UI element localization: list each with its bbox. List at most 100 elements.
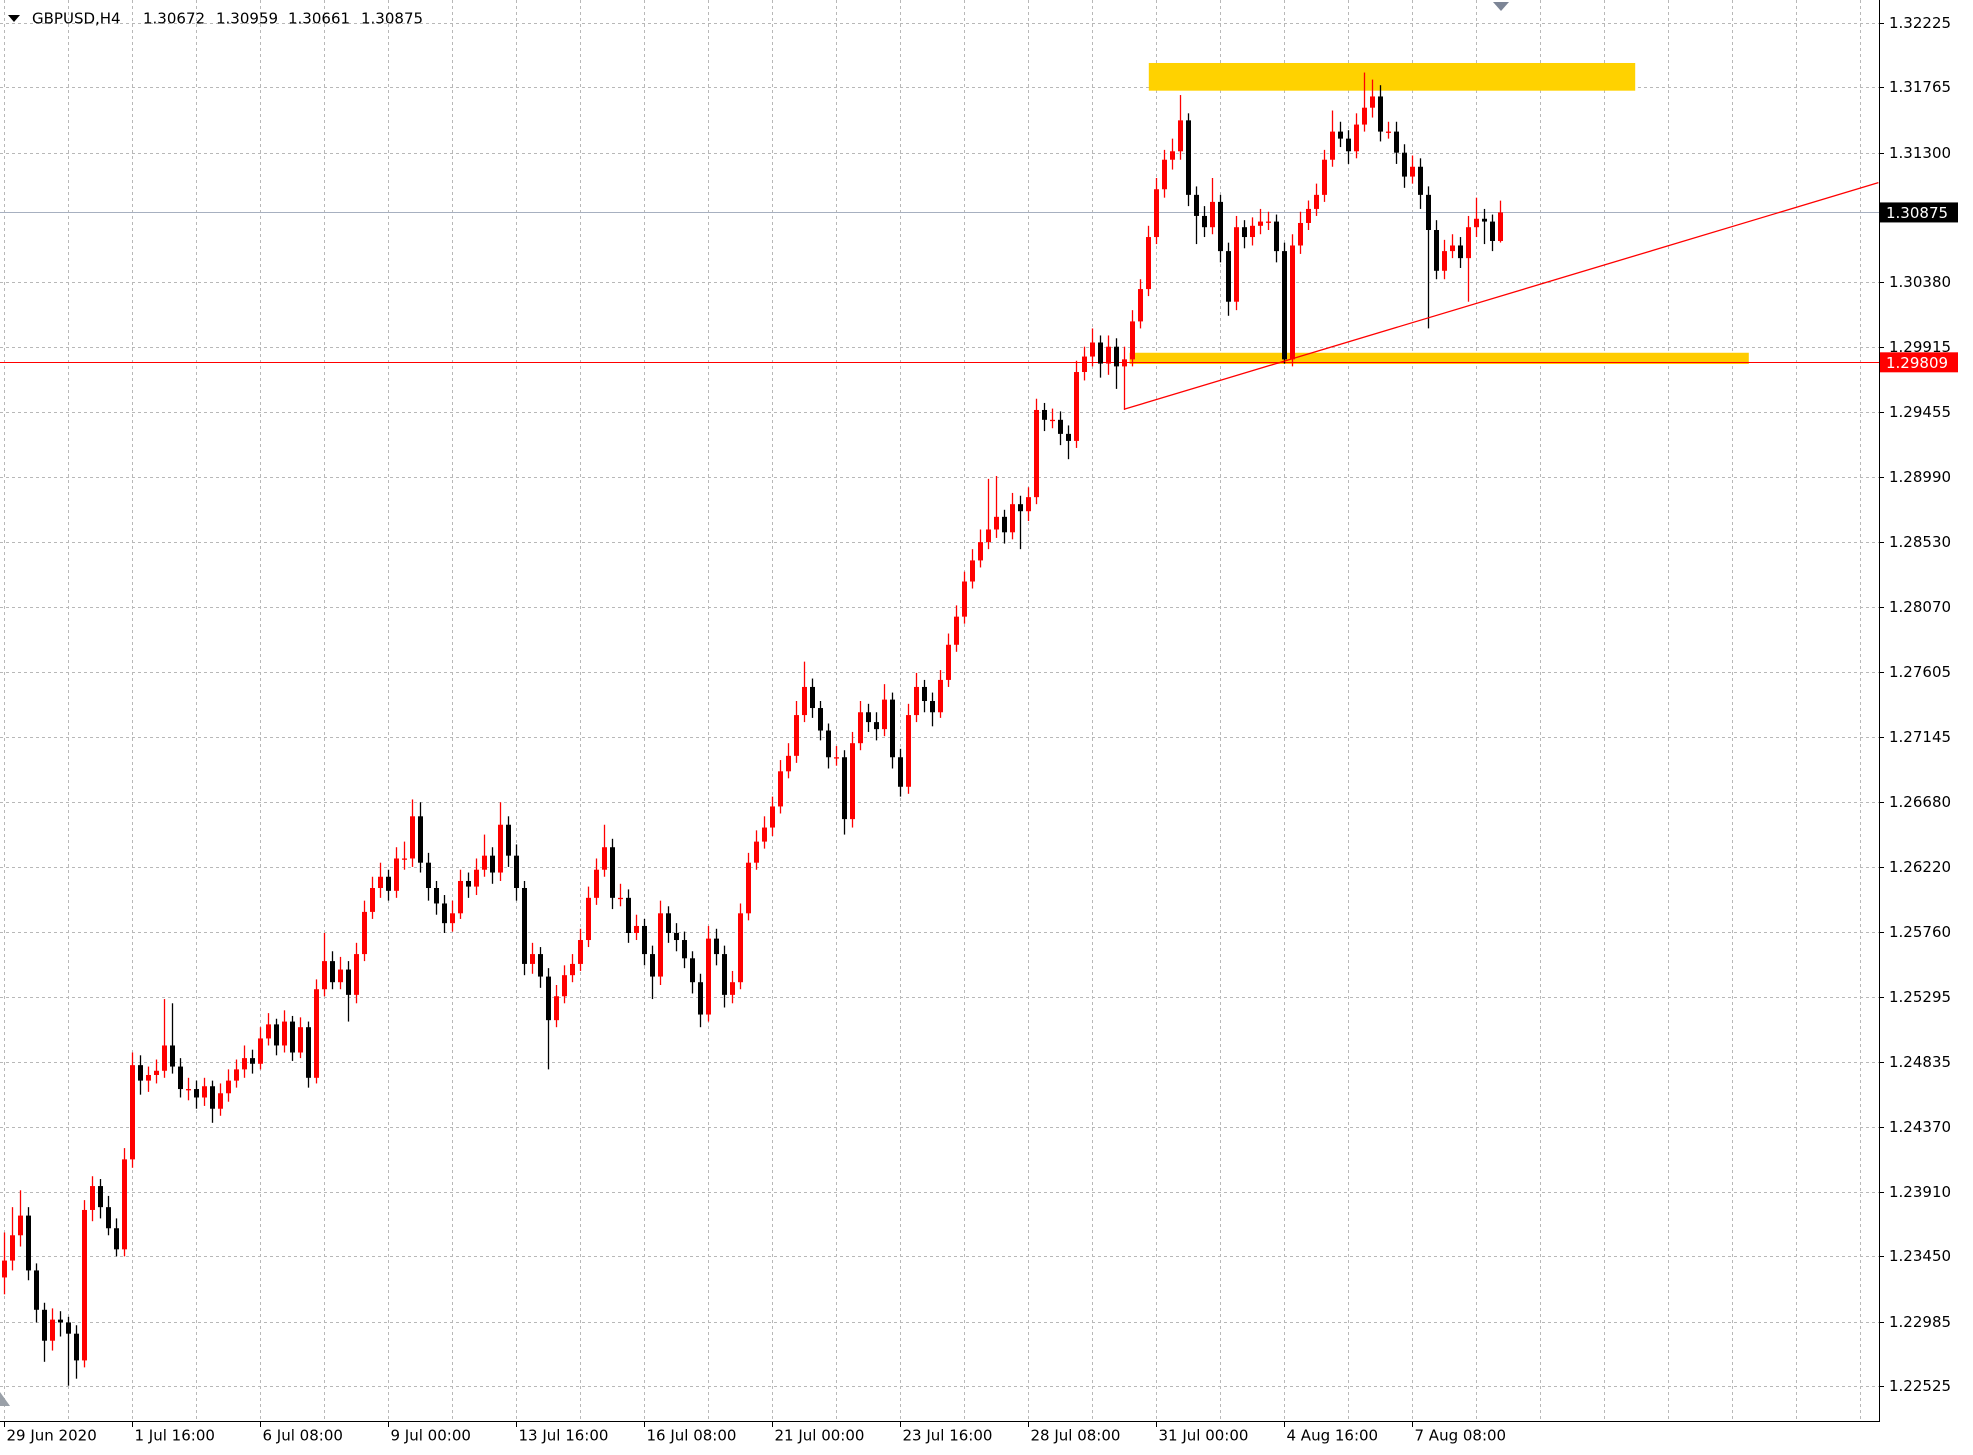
- candle-body: [754, 841, 759, 863]
- candle-body: [594, 869, 599, 898]
- candle-body: [690, 958, 695, 983]
- candle-body: [2, 1260, 7, 1278]
- candle-body: [314, 989, 319, 1078]
- y-tick-label: 1.28530: [1889, 533, 1951, 551]
- y-tick-label: 1.29455: [1889, 403, 1951, 421]
- candle-body: [1306, 208, 1311, 223]
- candle-body: [730, 982, 735, 995]
- y-tick-label: 1.23910: [1889, 1183, 1951, 1201]
- candle-body: [274, 1024, 279, 1046]
- candle-body: [482, 855, 487, 870]
- candle-body: [874, 722, 879, 730]
- candle-body: [842, 757, 847, 820]
- candle-body: [1434, 230, 1439, 271]
- menu-arrow[interactable]: [8, 15, 20, 22]
- candle-body: [1442, 251, 1447, 271]
- candle-body: [1170, 151, 1175, 160]
- scale-marker: [0, 1392, 10, 1406]
- candle-body: [1426, 194, 1431, 231]
- candle-body: [1050, 419, 1055, 422]
- candle-body: [1410, 166, 1415, 177]
- candle-body: [202, 1086, 207, 1098]
- candle-body: [706, 938, 711, 1015]
- candle-body: [50, 1319, 55, 1341]
- candle-body: [906, 715, 911, 787]
- candle-body: [386, 876, 391, 891]
- candle-body: [114, 1228, 119, 1250]
- candle-body: [1026, 497, 1031, 512]
- x-tick-label: 23 Jul 16:00: [903, 1427, 993, 1445]
- candle-body: [738, 913, 743, 983]
- candle-body: [290, 1021, 295, 1053]
- candle-body: [698, 982, 703, 1015]
- plot-area: [0, 62, 1879, 1386]
- candle-body: [522, 888, 527, 964]
- x-tick-label: 1 Jul 16:00: [135, 1427, 215, 1445]
- candle-body: [962, 581, 967, 617]
- candle-body: [714, 938, 719, 955]
- y-tick-label: 1.31765: [1889, 78, 1951, 96]
- candle-body: [1226, 251, 1231, 302]
- y-tick-label: 1.29915: [1889, 338, 1951, 356]
- candle-body: [1330, 131, 1335, 160]
- candle-body: [618, 897, 623, 900]
- candle-body: [578, 940, 583, 964]
- candle-body: [146, 1074, 151, 1081]
- candle-body: [1010, 504, 1015, 533]
- candle-body: [658, 913, 663, 977]
- candle-body: [1458, 245, 1463, 259]
- candle-body: [650, 954, 655, 977]
- candle-body: [722, 954, 727, 995]
- candle-body: [498, 824, 503, 873]
- y-tick-label: 1.27145: [1889, 728, 1951, 746]
- candle-body: [434, 888, 439, 904]
- y-tick-label: 1.26680: [1889, 793, 1951, 811]
- candle-body: [82, 1209, 87, 1361]
- candle-body: [602, 847, 607, 870]
- candle-body: [258, 1038, 263, 1064]
- candle-body: [802, 686, 807, 716]
- candle-body: [1042, 409, 1047, 420]
- candle-body: [978, 542, 983, 561]
- candle-body: [18, 1215, 23, 1236]
- candle-body: [322, 961, 327, 990]
- shift-marker[interactable]: [1493, 2, 1509, 11]
- candle-body: [42, 1309, 47, 1341]
- x-tick-label: 16 Jul 08:00: [647, 1427, 737, 1445]
- candle-body: [970, 560, 975, 582]
- candle-body: [170, 1045, 175, 1067]
- current-price-label: 1.30875: [1886, 204, 1948, 222]
- candle-body: [898, 757, 903, 787]
- candle-body: [1186, 120, 1191, 195]
- y-tick-label: 1.26220: [1889, 858, 1951, 876]
- y-tick-label: 1.28990: [1889, 468, 1951, 486]
- candle-body: [586, 897, 591, 941]
- header-open: 1.30672: [143, 10, 205, 28]
- candle-body: [1346, 138, 1351, 152]
- candle-body: [1066, 433, 1071, 441]
- candle-body: [1466, 227, 1471, 259]
- candle-body: [306, 1027, 311, 1078]
- candle-body: [466, 880, 471, 887]
- candle-body: [162, 1045, 167, 1071]
- candle-body: [178, 1066, 183, 1090]
- candle-body: [1450, 245, 1455, 252]
- candle-body: [1106, 346, 1111, 364]
- candle-body: [1090, 342, 1095, 357]
- candle-body: [514, 855, 519, 889]
- y-tick-label: 1.32225: [1889, 14, 1951, 32]
- candle-body: [1322, 159, 1327, 195]
- y-tick-label: 1.25760: [1889, 923, 1951, 941]
- candle-body: [810, 686, 815, 709]
- candle-body: [1034, 409, 1039, 498]
- candle-body: [330, 961, 335, 983]
- candle-body: [1362, 107, 1367, 125]
- candle-body: [778, 771, 783, 807]
- y-tick-label: 1.22525: [1889, 1377, 1951, 1395]
- candle-body: [1082, 356, 1087, 373]
- candle-body: [1002, 516, 1007, 533]
- candle-body: [1218, 201, 1223, 252]
